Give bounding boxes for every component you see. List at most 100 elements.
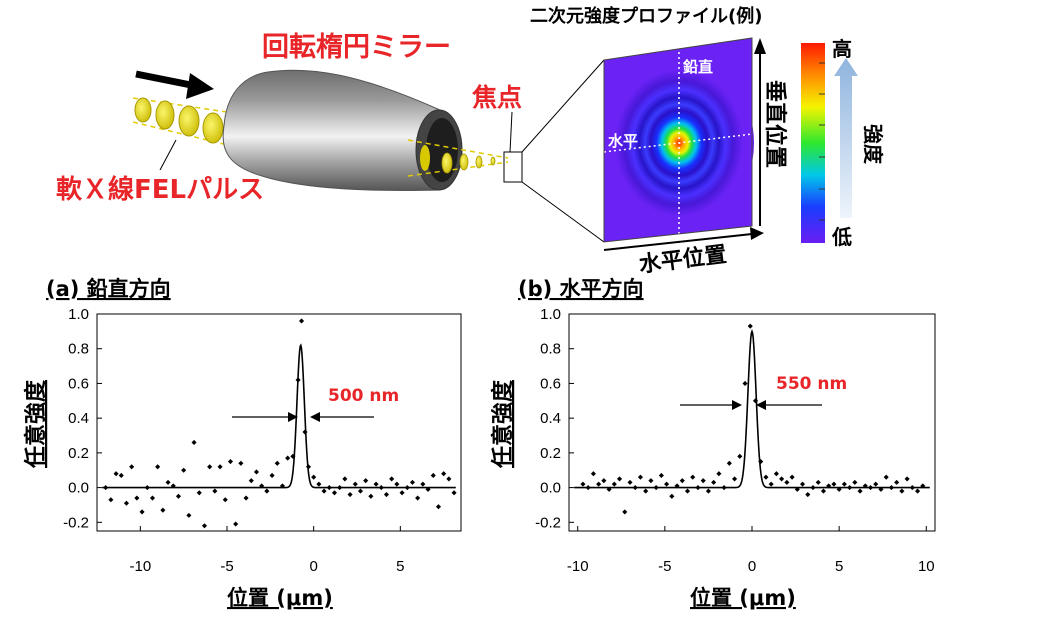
data-point bbox=[747, 323, 753, 329]
pulse-beam bbox=[132, 97, 241, 149]
data-point bbox=[279, 483, 286, 489]
panel-a-xlabel: 位置 (μm) bbox=[227, 586, 333, 610]
fit-curve bbox=[102, 343, 456, 489]
data-point bbox=[217, 464, 223, 470]
chart-panel-b: (b) 水平方向 任意強度 位置 (μm) -0.2 0.0 0.2 0.4 0.6 0.… bbox=[490, 277, 936, 610]
x-tick-label: -10 bbox=[129, 558, 151, 575]
data-point bbox=[316, 481, 322, 487]
data-point bbox=[430, 472, 436, 478]
data-point bbox=[290, 453, 296, 459]
ellipsoidal-mirror bbox=[222, 69, 463, 191]
data-point bbox=[378, 485, 384, 491]
data-point bbox=[658, 472, 664, 478]
data-point bbox=[181, 467, 187, 473]
data-point bbox=[711, 479, 717, 485]
data-point bbox=[622, 509, 628, 515]
mirror-label: 回転楕円ミラー bbox=[262, 32, 451, 63]
intensity-profile-image bbox=[603, 37, 754, 243]
data-point bbox=[616, 476, 623, 482]
data-point bbox=[394, 481, 400, 487]
data-point bbox=[103, 485, 109, 491]
data-point bbox=[904, 476, 910, 482]
data-point bbox=[311, 474, 317, 480]
y-tick-label: 0.8 bbox=[68, 341, 89, 358]
data-point bbox=[207, 464, 213, 470]
data-point bbox=[674, 483, 680, 489]
chart-panel-a: (a) 鉛直方向 任意強度 位置 (μm) -0.2 0.0 0.2 0.4 0.6 0.… bbox=[23, 277, 462, 610]
data-point bbox=[134, 495, 140, 501]
pulse-label: 軟Ｘ線FELパルス bbox=[56, 174, 264, 205]
data-point bbox=[342, 476, 348, 482]
data-point bbox=[123, 500, 130, 506]
data-point bbox=[643, 488, 649, 494]
data-point bbox=[779, 476, 785, 482]
data-point bbox=[705, 488, 711, 494]
data-point bbox=[399, 490, 405, 496]
data-point bbox=[653, 485, 659, 491]
y-tick-label: 0.4 bbox=[68, 410, 89, 427]
panel-b-ticks: -0.2 0.0 0.2 0.4 0.6 0.8 1.0 -10 -5 0 5 10 bbox=[535, 306, 934, 575]
data-point bbox=[326, 485, 332, 491]
data-point bbox=[684, 488, 691, 494]
data-point bbox=[669, 493, 675, 499]
y-tick-label: 0.8 bbox=[540, 341, 561, 358]
data-point bbox=[909, 485, 915, 491]
data-point bbox=[170, 483, 176, 489]
data-point bbox=[201, 523, 208, 529]
color-scale bbox=[801, 43, 825, 243]
data-point bbox=[196, 490, 202, 496]
data-point bbox=[773, 471, 779, 477]
data-point bbox=[302, 429, 308, 435]
y-tick-label: 0.0 bbox=[540, 480, 561, 497]
data-point bbox=[737, 453, 743, 459]
data-point bbox=[222, 497, 228, 503]
panel-a-title: (a) 鉛直方向 bbox=[46, 277, 171, 301]
data-point bbox=[238, 460, 244, 466]
data-point bbox=[695, 485, 701, 491]
data-point bbox=[867, 485, 874, 491]
scale-high-label: 高 bbox=[832, 37, 852, 61]
data-point bbox=[191, 439, 197, 446]
data-point bbox=[357, 488, 364, 494]
panel-a-fwhm-label: 500 nm bbox=[328, 386, 399, 406]
y-tick-label: -0.2 bbox=[63, 514, 89, 531]
data-point bbox=[331, 490, 338, 496]
data-point bbox=[826, 483, 832, 489]
horizontal-position-label: 水平位置 bbox=[638, 241, 729, 278]
xfel-pulse bbox=[178, 105, 200, 137]
scale-low-label: 低 bbox=[831, 225, 852, 249]
data-point bbox=[784, 479, 790, 485]
vertical-position-arrow-icon bbox=[754, 38, 766, 226]
data-point bbox=[165, 479, 171, 485]
focus-callout bbox=[503, 59, 605, 243]
data-point bbox=[415, 495, 421, 501]
data-point bbox=[590, 471, 596, 477]
data-point bbox=[664, 481, 670, 487]
x-tick-label: 0 bbox=[309, 558, 317, 575]
data-point bbox=[441, 471, 447, 477]
panel-b-points bbox=[580, 323, 926, 515]
panel-a-ylabel: 任意強度 bbox=[23, 379, 49, 469]
panel-a-points bbox=[103, 318, 457, 529]
data-point bbox=[601, 478, 607, 484]
data-point bbox=[852, 479, 858, 485]
data-point bbox=[248, 478, 254, 484]
data-point bbox=[404, 485, 410, 491]
data-point bbox=[274, 460, 280, 466]
data-point bbox=[815, 479, 821, 485]
data-point bbox=[305, 464, 312, 470]
y-tick-label: 0.2 bbox=[68, 445, 89, 462]
data-point bbox=[368, 493, 374, 499]
data-point bbox=[435, 504, 442, 510]
xfel-pulse bbox=[155, 100, 175, 130]
data-point bbox=[899, 488, 905, 494]
data-point bbox=[915, 488, 921, 494]
data-point bbox=[233, 521, 239, 527]
x-tick-label: 0 bbox=[748, 558, 756, 575]
data-point bbox=[108, 497, 114, 503]
panel-a-plot-frame bbox=[96, 313, 462, 532]
xfel-pulse bbox=[134, 97, 152, 123]
data-point bbox=[259, 483, 265, 489]
data-point bbox=[648, 478, 654, 484]
data-point bbox=[347, 491, 353, 498]
